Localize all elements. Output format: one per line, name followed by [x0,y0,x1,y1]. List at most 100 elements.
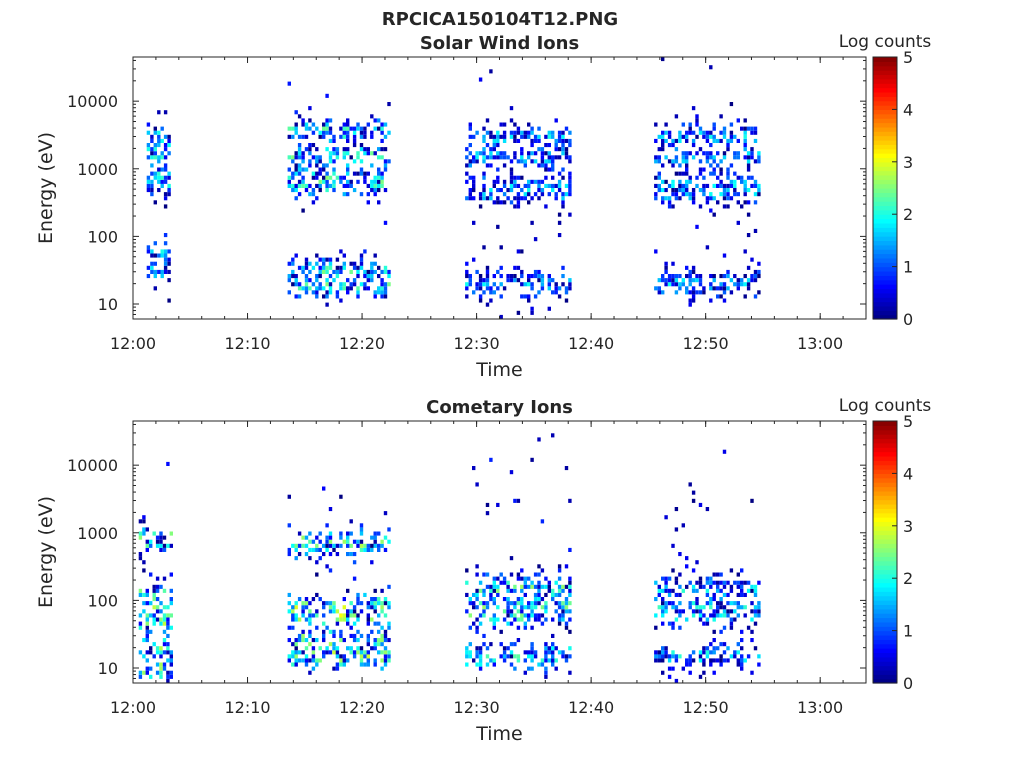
spectrogram-cell [301,151,305,156]
spectrogram-cell [537,183,541,188]
spectrogram-cell [383,638,388,643]
spectrogram-cell [726,646,730,651]
spectrogram-cell [150,183,154,188]
spectrogram-cell [373,290,377,295]
x-tick-label: 12:30 [454,334,500,353]
spectrogram-cell [568,629,572,634]
spectrogram-cell [322,265,326,270]
spectrogram-cell [328,539,333,544]
colorbar-segment [873,512,897,518]
spectrogram-cell [733,134,737,139]
spectrogram-cell [709,642,713,647]
spectrogram-cell [750,175,754,180]
spectrogram-cell [152,531,156,536]
spectrogram-cell [750,609,754,614]
spectrogram-cell [145,658,149,663]
colorbar-tick-label: 5 [903,48,913,67]
spectrogram-cell [304,278,309,283]
spectrogram-cell [740,666,744,671]
spectrogram-cell [318,658,322,663]
spectrogram-cell [322,122,326,127]
spectrogram-cell [489,286,493,291]
spectrogram-cell [387,130,391,135]
spectrogram-cell [685,556,689,561]
spectrogram-cell [705,654,710,659]
spectrogram-cell [485,265,490,270]
spectrogram-cell [325,625,329,630]
spectrogram-cell [496,584,500,589]
spectrogram-cell [667,183,672,188]
spectrogram-cell [695,183,699,188]
spectrogram-cell [719,179,723,184]
spectrogram-cell [513,588,517,593]
spectrogram-cell [342,192,346,197]
spectrogram-cell [705,576,710,581]
spectrogram-cell [349,646,353,651]
spectrogram-cell [657,183,661,188]
spectrogram-cell [547,584,551,589]
spectrogram-cell [294,122,298,127]
spectrogram-cell [366,122,370,127]
spectrogram-cell [719,588,723,593]
spectrogram-cell [342,539,346,544]
panel-title: Solar Wind Ions [420,33,579,54]
colorbar-segment [873,96,897,102]
spectrogram-cell [377,265,381,270]
spectrogram-cell [681,282,685,287]
spectrogram-cell [551,654,555,659]
spectrogram-cell [366,183,370,188]
spectrogram-cell [733,183,737,188]
spectrogram-cell [557,601,562,606]
spectrogram-cell [315,535,319,540]
spectrogram-cell [750,278,754,283]
spectrogram-cell [520,175,524,180]
spectrogram-cell [551,633,555,638]
spectrogram-cell [496,502,500,507]
spectrogram-cell [551,175,555,180]
spectrogram-cell [740,179,744,184]
spectrogram-cell [502,192,507,197]
spectrogram-cell [163,241,168,246]
spectrogram-cell [155,539,160,544]
spectrogram-cell [157,143,161,148]
spectrogram-cell [380,282,384,287]
spectrogram-cell [509,588,514,593]
spectrogram-cell [380,294,384,299]
spectrogram-cell [729,196,734,201]
spectrogram-cell [695,274,699,279]
spectrogram-cell [492,282,496,287]
spectrogram-cell [301,613,305,618]
spectrogram-cell [339,265,343,270]
spectrogram-cell [547,646,551,651]
spectrogram-cell [328,605,333,610]
spectrogram-cell [685,179,689,184]
spectrogram-cell [315,261,319,266]
spectrogram-cell [325,183,329,188]
spectrogram-cell [520,576,524,581]
spectrogram-cell [373,294,377,299]
spectrogram-cell [363,274,367,279]
spectrogram-cell [667,592,672,597]
spectrogram-cell [753,192,758,197]
spectrogram-cell [509,183,514,188]
spectrogram-cell [561,147,565,152]
spectrogram-cell [712,274,716,279]
spectrogram-cell [335,650,340,655]
spectrogram-cell [318,183,322,188]
spectrogram-cell [568,179,572,184]
spectrogram-cell [674,159,679,164]
spectrogram-cell [166,658,170,663]
spectrogram-cell [685,159,689,164]
spectrogram-cell [322,167,326,172]
spectrogram-cell [688,298,692,303]
spectrogram-cell [712,286,716,291]
spectrogram-cell [757,609,761,614]
spectrogram-cell [671,138,675,143]
spectrogram-cell [530,138,534,143]
spectrogram-cell [349,286,353,291]
colorbar-segment [873,473,897,479]
spectrogram-cell [671,143,675,148]
spectrogram-cell [356,601,360,606]
spectrogram-cell [142,601,146,606]
spectrogram-cell [356,294,360,299]
